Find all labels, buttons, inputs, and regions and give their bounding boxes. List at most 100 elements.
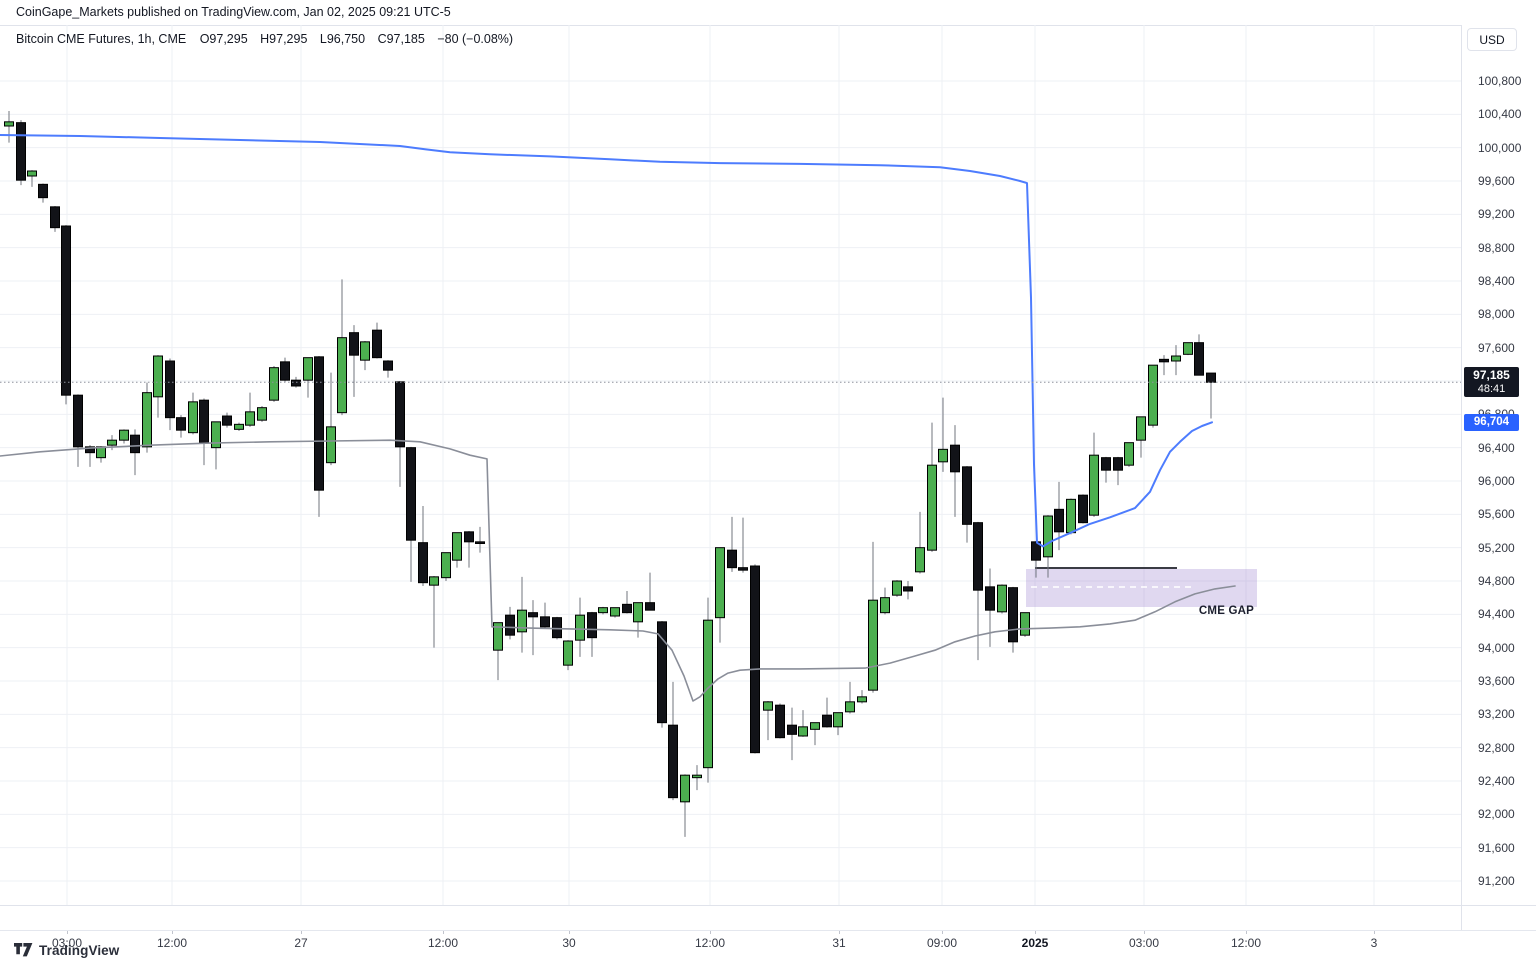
price-tick-label: 98,400 — [1478, 274, 1515, 288]
candle-body — [38, 183, 48, 199]
candle-body — [452, 532, 462, 561]
price-tick-label: 94,000 — [1478, 640, 1515, 655]
candle-body — [633, 602, 643, 623]
candle-body — [552, 617, 562, 639]
publication-note: CoinGape_Markets published on TradingVie… — [16, 5, 451, 19]
candle-body — [406, 447, 416, 541]
time-axis[interactable]: 03:00 12:00 27 12:00 30 12:00 31 09:00 2025 03:00… — [0, 930, 1461, 955]
time-tick-label: 09:00 — [926, 936, 958, 950]
candle-body — [16, 122, 26, 181]
candle-body — [903, 586, 913, 592]
candle-body — [50, 206, 60, 229]
candle-body — [360, 341, 370, 361]
candle-body — [211, 421, 221, 449]
candle-body — [563, 640, 573, 666]
cme-gap-annotation-label[interactable]: CME GAP — [1198, 605, 1254, 617]
time-axis-tick — [172, 930, 173, 934]
high-value: H97,295 — [260, 32, 308, 46]
time-axis-tick — [942, 930, 943, 934]
time-tick-label: 31 — [832, 936, 846, 950]
candle-body — [657, 621, 667, 724]
price-tick-label: 100,000 — [1478, 140, 1522, 155]
candle-body — [326, 426, 336, 464]
candle-body — [303, 357, 313, 381]
price-tick-label: 95,200 — [1478, 540, 1515, 555]
candle-body — [833, 712, 843, 728]
candle-body — [234, 423, 244, 430]
candle-body — [418, 542, 428, 584]
candle-body — [787, 724, 797, 735]
price-tick-label: 96,400 — [1478, 440, 1515, 455]
candle-body — [938, 448, 948, 463]
candlestick-chart[interactable] — [0, 25, 1461, 905]
time-tick-label: 12:00 — [427, 936, 459, 950]
candle-body — [395, 381, 405, 448]
candle-body — [1148, 364, 1158, 426]
candle-body — [222, 415, 232, 426]
time-axis-tick — [1144, 930, 1145, 934]
bar-countdown: 48:41 — [1477, 383, 1506, 396]
candle-body — [188, 401, 198, 434]
candle-body — [715, 547, 725, 619]
candle-body — [1124, 442, 1134, 466]
candle-body — [763, 701, 773, 711]
price-tick-label: 91,200 — [1478, 874, 1515, 888]
time-axis-tick — [443, 930, 444, 934]
candle-body — [280, 361, 290, 381]
chart-pane[interactable]: Bitcoin CME Futures, 1h, CME O97,295 H97… — [0, 25, 1461, 955]
candle-body — [680, 774, 690, 803]
spot-price-badge: 96,704 — [1464, 413, 1519, 431]
footer-divider — [0, 930, 1536, 931]
candle-body — [1078, 494, 1088, 524]
candle-body — [810, 722, 820, 730]
candle-body — [291, 379, 301, 387]
candle-body — [1206, 372, 1216, 383]
candle-body — [575, 614, 585, 641]
price-tick-label: 100,400 — [1478, 107, 1522, 122]
header-divider — [0, 25, 1536, 26]
candle-body — [775, 704, 785, 739]
currency-toggle-button[interactable]: USD — [1467, 28, 1517, 51]
candle-body — [950, 444, 960, 473]
candle-body — [962, 466, 972, 525]
candle-body — [822, 714, 832, 728]
candle-body — [985, 586, 995, 611]
candle-body — [245, 411, 255, 426]
close-value: C97,185 — [377, 32, 425, 46]
candle-body — [165, 360, 175, 419]
candle-body — [598, 607, 608, 614]
time-axis-tick — [1246, 930, 1247, 934]
candle-body — [4, 121, 14, 127]
price-tick-label: 97,600 — [1478, 340, 1515, 355]
price-tick-label: 92,800 — [1478, 740, 1515, 755]
candle-body — [738, 567, 748, 571]
price-tick-label: 98,000 — [1478, 307, 1515, 322]
candle-body — [372, 329, 382, 359]
candle-body — [1020, 612, 1030, 636]
price-tick-label: 92,400 — [1478, 774, 1515, 788]
publication-bar: CoinGape_Markets published on TradingVie… — [0, 0, 1536, 25]
candle-body — [107, 439, 117, 446]
candle-body — [1089, 454, 1099, 516]
candle-body — [622, 603, 632, 614]
candle-body — [880, 597, 890, 614]
candle-body — [1183, 342, 1193, 355]
spot-price-line — [0, 134, 1213, 548]
price-axis[interactable]: USD 97,185 48:41 96,704 100,800 100,400 10… — [1461, 25, 1536, 930]
candle-body — [142, 392, 152, 448]
time-tick-label: 3 — [1370, 936, 1378, 950]
candle-body — [1101, 457, 1111, 471]
candle-body — [257, 407, 267, 421]
price-tick-label: 93,200 — [1478, 707, 1515, 722]
price-tick-label: 99,200 — [1478, 207, 1515, 222]
candle-body — [927, 464, 937, 551]
price-tick-label: 100,800 — [1478, 74, 1522, 88]
price-tick-label: 98,800 — [1478, 240, 1515, 255]
symbol-title[interactable]: Bitcoin CME Futures, 1h, CME — [16, 32, 187, 46]
tradingview-logo[interactable]: TradingView — [14, 940, 119, 960]
change-value: −80 (−0.08%) — [437, 32, 514, 46]
time-tick-label: 27 — [294, 936, 308, 950]
time-axis-divider — [0, 905, 1536, 906]
price-tick-label: 94,400 — [1478, 607, 1515, 622]
